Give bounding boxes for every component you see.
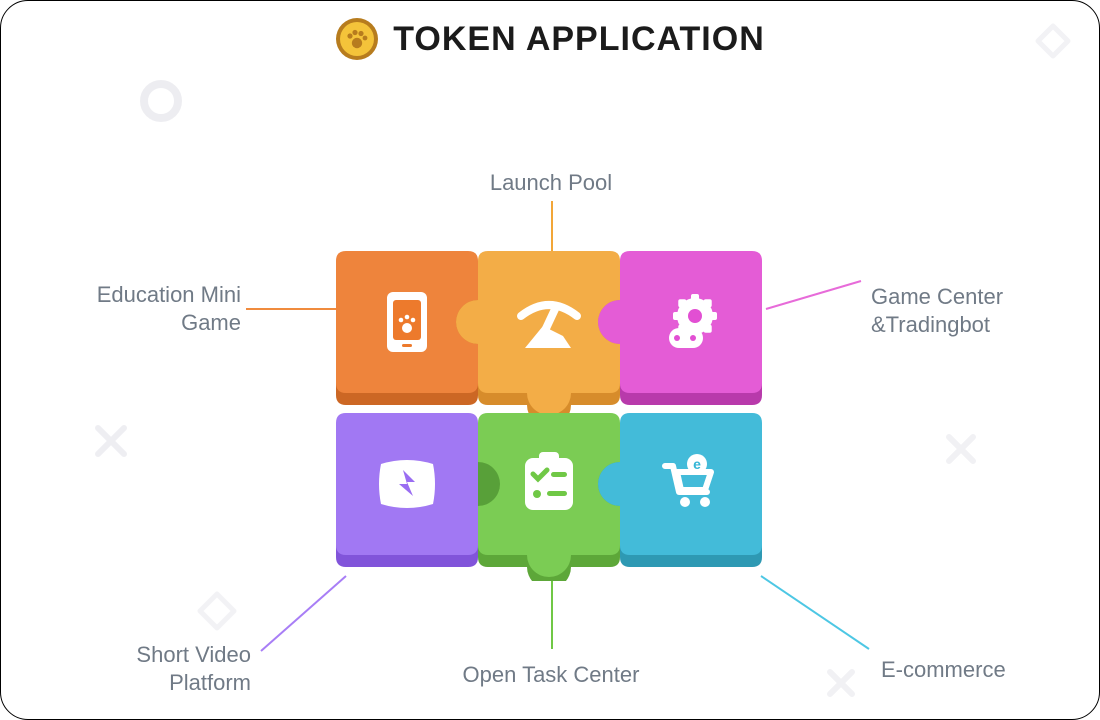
puzzle-grid: e	[336, 251, 766, 581]
label-launchpool: Launch Pool	[461, 169, 641, 197]
play-bolt-icon	[379, 460, 435, 508]
svg-text:e: e	[693, 456, 701, 472]
puzzle-opentask	[478, 413, 620, 581]
label-gamecenter: Game Center&Tradingbot	[871, 283, 1081, 338]
puzzle-gamecenter	[598, 251, 762, 405]
puzzle-ecommerce: e	[598, 413, 762, 567]
checklist-icon	[525, 452, 573, 510]
label-education: Education MiniGame	[41, 281, 241, 336]
label-ecommerce: E-commerce	[881, 656, 1081, 684]
puzzle-education	[336, 251, 478, 405]
puzzle-shortvideo	[336, 413, 500, 567]
infographic-frame: TOKEN APPLICATION Education MiniGameLaun…	[0, 0, 1100, 720]
phone-paw-icon	[387, 292, 427, 352]
label-shortvideo: Short VideoPlatform	[71, 641, 251, 696]
label-opentask: Open Task Center	[421, 661, 681, 689]
puzzle-launchpool	[456, 251, 620, 427]
